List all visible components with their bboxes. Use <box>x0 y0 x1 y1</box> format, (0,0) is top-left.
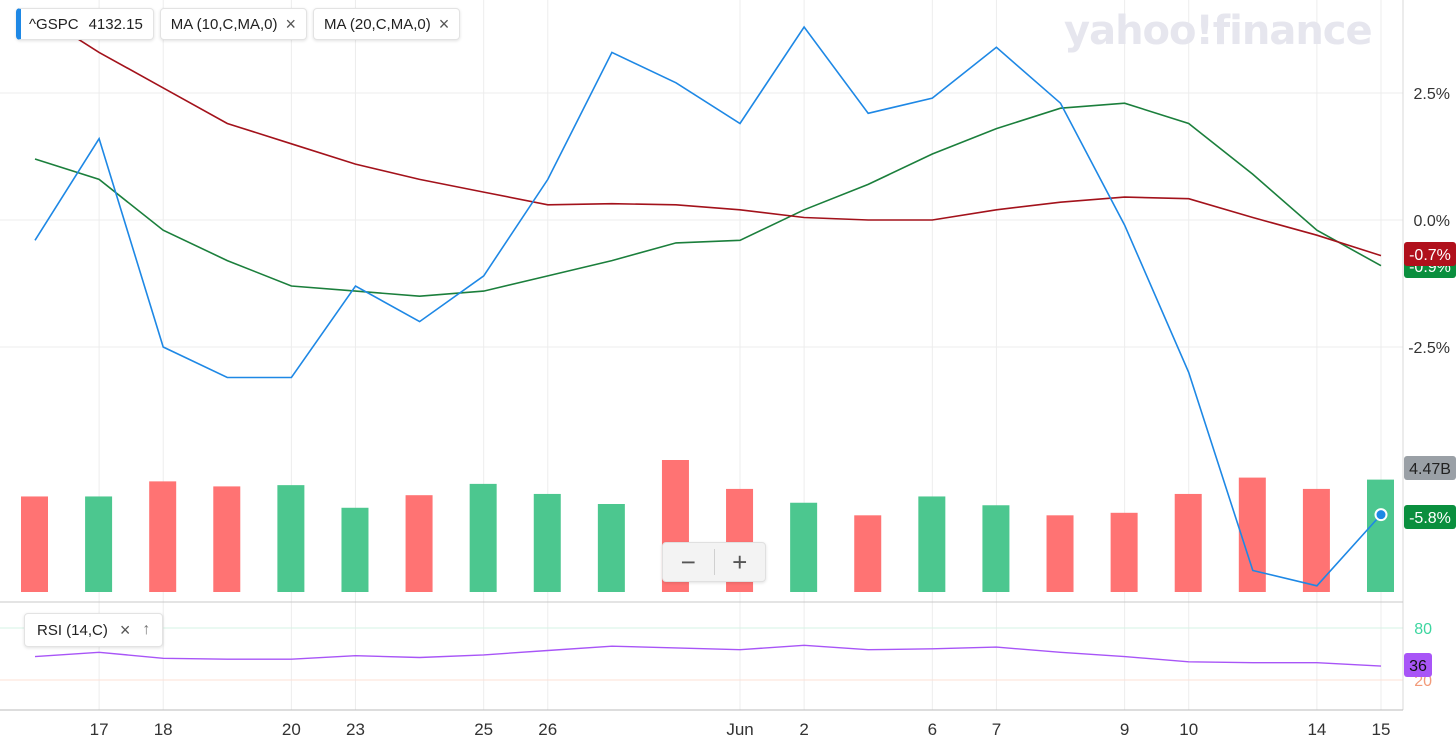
badge-ma20: -0.7% <box>1409 247 1451 264</box>
price-line <box>34 25 1382 587</box>
zoom-out-button[interactable]: − <box>680 547 696 577</box>
x-tick-label: 9 <box>1120 720 1129 737</box>
volume-bar <box>277 485 305 592</box>
price-lines <box>34 11 1388 587</box>
yahoo-finance-logo: yahoo!finance <box>1064 8 1373 54</box>
volume-bar <box>213 486 241 592</box>
x-tick-label: 15 <box>1372 720 1391 737</box>
volume-bar <box>469 483 497 592</box>
rsi-level-label: 20 <box>1414 673 1432 690</box>
volume-bar <box>21 496 48 592</box>
volume-bar <box>1367 479 1394 592</box>
zoom-controls: − + <box>662 542 766 582</box>
rsi-line <box>34 644 1382 667</box>
volume-bar <box>1110 512 1138 592</box>
volume-bar <box>790 502 818 592</box>
badge-rsi-bg <box>1404 653 1432 677</box>
legend-price: 4132.15 <box>88 15 143 33</box>
close-icon[interactable]: × <box>285 14 297 34</box>
x-tick-label: 2 <box>799 720 808 737</box>
x-tick-label: 14 <box>1307 720 1326 737</box>
grid <box>0 0 1403 710</box>
legend-chip-ma10[interactable]: MA (10,C,MA,0) × <box>159 8 308 40</box>
legend-chip-gspc[interactable]: ^GSPC 4132.15 <box>16 8 154 40</box>
price-last-point <box>1374 508 1388 522</box>
x-tick-label: 7 <box>992 720 1001 737</box>
volume-bar <box>1046 515 1074 592</box>
ma10-line <box>34 102 1382 298</box>
x-tick-label: 10 <box>1179 720 1198 737</box>
legend-ma20-label: MA (20,C,MA,0) <box>324 15 431 33</box>
badge-rsi: 36 <box>1409 658 1427 675</box>
x-tick-label: Jun <box>726 720 753 737</box>
y-tick-label: 0.0% <box>1414 213 1450 230</box>
volume-bar <box>854 515 882 592</box>
volume-bar <box>918 496 946 592</box>
volume-bar <box>1174 493 1202 592</box>
x-tick-label: 6 <box>928 720 937 737</box>
legend-bar: ^GSPC 4132.15 MA (10,C,MA,0) × MA (20,C,… <box>16 8 461 40</box>
volume-bar <box>1302 488 1330 592</box>
volume-bar <box>405 495 433 592</box>
y-tick-label: -2.5% <box>1408 340 1450 357</box>
volume-bar <box>149 481 177 592</box>
zoom-separator <box>713 549 715 575</box>
close-icon[interactable]: × <box>438 14 450 34</box>
rsi-pane: 80 20 <box>0 621 1432 690</box>
value-badges: -0.9%-0.7%4.47B-5.8%36 <box>1404 242 1456 677</box>
x-tick-label: 26 <box>538 720 557 737</box>
y-tick-label: 2.5% <box>1414 86 1450 103</box>
x-tick-label: 18 <box>154 720 173 737</box>
volume-bars <box>21 460 1394 592</box>
badge-price-bg <box>1404 505 1456 529</box>
volume-bar <box>597 504 625 592</box>
badge-price: -5.8% <box>1409 510 1451 527</box>
rsi-level-label: 80 <box>1414 621 1432 638</box>
volume-bar <box>533 493 561 592</box>
arrow-up-icon[interactable]: ↑ <box>142 621 151 638</box>
zoom-in-button[interactable]: + <box>732 547 748 577</box>
close-icon[interactable]: × <box>119 620 131 640</box>
volume-bar <box>341 507 369 592</box>
volume-bar <box>982 505 1010 592</box>
ma20-line <box>34 11 1382 257</box>
legend-chip-ma20[interactable]: MA (20,C,MA,0) × <box>313 8 461 40</box>
badge-volume-bg <box>1404 456 1456 480</box>
x-tick-label: 23 <box>346 720 365 737</box>
rsi-legend-chip[interactable]: RSI (14,C) × ↑ <box>24 613 164 647</box>
volume-bar <box>1238 477 1266 592</box>
legend-symbol: ^GSPC <box>29 15 79 33</box>
badge-ma20-bg <box>1404 242 1456 266</box>
x-tick-label: 17 <box>90 720 109 737</box>
x-tick-label: 20 <box>282 720 301 737</box>
x-tick-label: 25 <box>474 720 493 737</box>
rsi-label: RSI (14,C) <box>37 621 108 639</box>
legend-ma10-label: MA (10,C,MA,0) <box>170 15 278 33</box>
volume-bar <box>85 496 113 592</box>
badge-volume: 4.47B <box>1409 461 1451 478</box>
